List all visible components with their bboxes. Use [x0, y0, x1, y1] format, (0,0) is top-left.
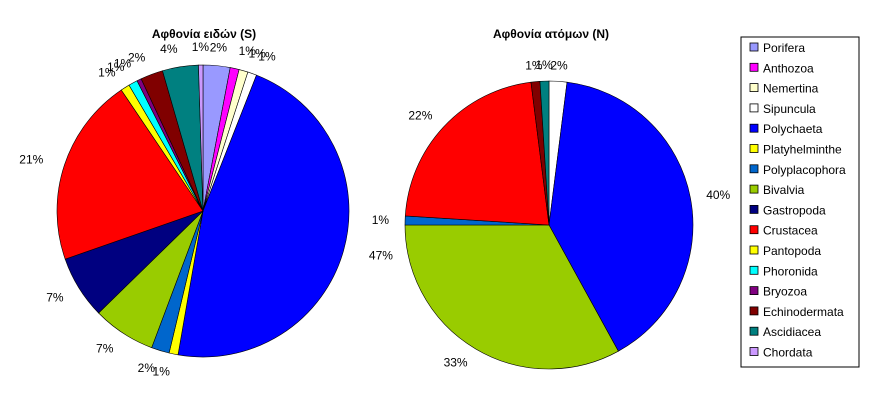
- legend-swatch-pantopoda: [749, 245, 759, 255]
- legend-swatch-bivalvia: [749, 184, 759, 194]
- chart-title-individuals: Αφθονία ατόμων (N): [493, 27, 609, 41]
- data-label-species-bryozoa: 1%: [114, 57, 132, 71]
- legend-swatch-platyhelminthe: [749, 144, 759, 153]
- legend-label-bivalvia: Bivalvia: [763, 183, 805, 197]
- legend-label-pantopoda: Pantopoda: [763, 244, 821, 258]
- data-label-species-ascidiacea: 4%: [160, 42, 178, 56]
- legend-swatch-nemertina: [749, 83, 759, 92]
- legend-swatch-chordata: [749, 347, 759, 356]
- data-label-species-porifera: 2%: [210, 41, 228, 55]
- legend: Porifera Anthozoa Nemertina Sipuncula Polych…: [740, 36, 860, 368]
- legend-swatch-phoronida: [749, 265, 759, 275]
- pie-slice-individuals-bivalvia: [404, 224, 619, 370]
- data-label-species-phoronida: 1%: [107, 60, 125, 74]
- legend-label-sipuncula: Sipuncula: [763, 102, 816, 116]
- data-label-individuals-ascidiacea: 1%: [535, 58, 553, 72]
- legend-label-platyhelminthe: Platyhelminthe: [763, 143, 842, 157]
- legend-label-ascidiacea: Ascidiacea: [763, 325, 821, 339]
- legend-swatch-anthozoa: [749, 62, 759, 72]
- legend-label-phoronida: Phoronida: [763, 264, 818, 278]
- legend-swatch-bryozoa: [749, 286, 759, 296]
- pie-slice-individuals-ascidiacea: [539, 80, 550, 226]
- data-label-species-bivalvia: 7%: [96, 341, 114, 355]
- chart-title-species: Αφθονία ειδών (S): [152, 27, 256, 41]
- legend-label-bryozoa: Bryozoa: [763, 285, 807, 299]
- pie-chart-individuals: Αφθονία ατόμων (N) 2%40%33%1%22%1%1%: [372, 27, 731, 370]
- legend-label-crustacea: Crustacea: [763, 224, 818, 238]
- legend-label-echinodermata: Echinodermata: [763, 305, 844, 319]
- data-label-individuals-sipuncula: 2%: [550, 58, 568, 72]
- data-label-species-gastropoda: 7%: [46, 290, 64, 304]
- data-label-individuals-echinodermata: 1%: [525, 59, 543, 73]
- legend-label-gastropoda: Gastropoda: [763, 203, 826, 217]
- legend-swatch-polychaeta: [749, 123, 759, 133]
- legend-label-nemertina: Nemertina: [763, 82, 819, 96]
- data-label-species-pantopoda: 1%: [98, 65, 116, 79]
- pie-slice-individuals-crustacea: [404, 81, 550, 226]
- legend-label-anthozoa: Anthozoa: [763, 61, 814, 75]
- data-label-species-chordata: 1%: [192, 40, 210, 54]
- pie-slice-species-crustacea: [56, 89, 204, 260]
- data-label-species-polychaeta: 47%: [369, 248, 393, 262]
- pie-chart-species: Αφθονία ειδών (S) 2% 1%1%1%47%1%2%7%7%21%…: [19, 27, 393, 379]
- pie-slice-individuals-polychaeta: [548, 81, 694, 352]
- legend-swatch-sipuncula: [749, 103, 759, 113]
- legend-label-porifera: Porifera: [763, 41, 805, 55]
- legend-frame: [740, 36, 860, 368]
- data-label-species-nemertina: 1%: [249, 46, 267, 60]
- legend-label-chordata: Chordata: [763, 346, 813, 360]
- data-label-species-platyhelminthe: 1%: [153, 365, 171, 379]
- data-label-species-sipuncula: 1%: [258, 50, 276, 64]
- data-label-species-echinodermata: 2%: [128, 51, 146, 65]
- data-label-species-crustacea: 21%: [19, 152, 43, 166]
- pie-slice-species-chordata: [198, 64, 204, 212]
- legend-swatch-polyplacophora: [749, 164, 759, 174]
- data-label-species-polyplacophora: 2%: [138, 361, 156, 375]
- legend-swatch-echinodermata: [749, 306, 759, 316]
- data-label-individuals-bivalvia: 33%: [444, 356, 468, 370]
- legend-swatch-crustacea: [749, 225, 759, 235]
- data-label-species-anthozoa: 1%: [239, 44, 257, 58]
- legend-swatch-ascidiacea: [749, 326, 759, 336]
- data-label-individuals-polychaeta: 40%: [706, 188, 730, 202]
- legend-label-polyplacophora: Polyplacophora: [763, 163, 846, 177]
- legend-swatch-porifera: [749, 42, 759, 52]
- legend-label-polychaeta: Polychaeta: [763, 122, 823, 136]
- data-label-individuals-crustacea: 22%: [408, 109, 432, 123]
- data-label-individuals-polyplacophora: 1%: [372, 213, 390, 227]
- pie-slice-species-polychaeta: [177, 74, 350, 358]
- legend-swatch-gastropoda: [749, 204, 759, 214]
